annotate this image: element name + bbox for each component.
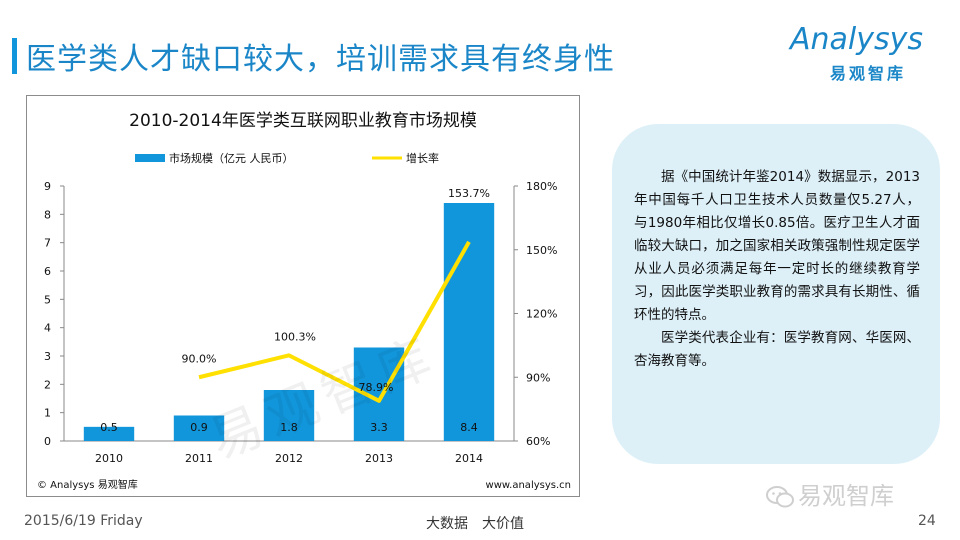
bar-value-label: 3.3 — [370, 421, 388, 434]
wechat-icon — [766, 486, 794, 508]
left-tick-label: 0 — [44, 435, 51, 448]
bar-value-label: 0.5 — [100, 421, 118, 434]
source-right: www.analysys.cn — [486, 480, 571, 491]
left-tick-label: 2 — [44, 378, 51, 391]
logo-chinese-name: 易观智库 — [830, 64, 907, 83]
left-tick-label: 3 — [44, 350, 51, 363]
left-tick-label: 6 — [44, 265, 51, 278]
bar-value-label: 8.4 — [460, 421, 478, 434]
source-left: © Analysys 易观智库 — [37, 478, 138, 491]
x-tick-label: 2011 — [185, 452, 213, 465]
x-tick-label: 2012 — [275, 452, 303, 465]
logo-wordmark: Analysys — [790, 22, 924, 57]
slogan-part: 大数据 — [426, 516, 468, 532]
bar-2011 — [173, 415, 225, 441]
growth-rate-line — [198, 240, 471, 403]
x-tick-label: 2010 — [95, 452, 123, 465]
growth-value-label: 153.7% — [448, 187, 490, 200]
page-title: 医学类人才缺口较大，培训需求具有终身性 — [26, 42, 615, 77]
chart-frame: 2010-2014年医学类互联网职业教育市场规模市场规模（亿元 人民币） 增长率 0… — [26, 95, 580, 497]
left-tick-label: 1 — [44, 407, 51, 420]
footer-date: 2015/6/19 Friday — [24, 513, 143, 529]
page-number: 24 — [918, 513, 936, 529]
left-tick-label: 9 — [44, 180, 51, 193]
growth-value-label: 100.3% — [274, 330, 316, 343]
insight-callout: 据《中国统计年鉴2014》数据显示，2013年中国每千人口卫生技术人员数量仅5.… — [612, 124, 940, 464]
left-tick-label: 5 — [44, 293, 51, 306]
x-tick-label: 2014 — [455, 452, 483, 465]
legend-swatch-bars — [135, 154, 165, 162]
analysys-logo: Analysys 易观智库 — [790, 22, 940, 83]
right-tick-label: 120% — [526, 308, 557, 321]
bar-2012 — [263, 390, 315, 441]
x-tick-label: 2013 — [365, 452, 393, 465]
right-tick-label: 180% — [526, 180, 557, 193]
chart-title: 2010-2014年医学类互联网职业教育市场规模 — [129, 111, 477, 131]
legend-label-line: 增长率 — [406, 151, 439, 165]
bar-2010 — [83, 426, 135, 441]
bar-value-label: 1.8 — [280, 421, 298, 434]
growth-value-label: 78.9% — [359, 381, 394, 394]
right-tick-label: 90% — [526, 371, 550, 384]
slogan-part: 大价值 — [482, 516, 524, 532]
bar-2014 — [443, 203, 495, 441]
callout-paragraph: 据《中国统计年鉴2014》数据显示，2013年中国每千人口卫生技术人员数量仅5.… — [634, 169, 920, 323]
wechat-badge: 易观智库 — [766, 476, 894, 511]
wechat-label: 易观智库 — [798, 482, 894, 510]
growth-value-label: 90.0% — [182, 352, 217, 365]
footer-slogan: 大数据 大价值 — [426, 513, 538, 533]
left-tick-label: 4 — [44, 322, 51, 335]
bar-value-label: 0.9 — [190, 421, 208, 434]
callout-paragraph: 医学类代表企业有：医学教育网、华医网、杏海教育等。 — [634, 330, 920, 369]
left-tick-label: 8 — [44, 208, 51, 221]
left-tick-label: 7 — [44, 237, 51, 250]
right-tick-label: 60% — [526, 435, 550, 448]
legend-label-bars: 市场规模（亿元 人民币） — [169, 151, 294, 165]
right-tick-label: 150% — [526, 244, 557, 257]
callout-text: 据《中国统计年鉴2014》数据显示，2013年中国每千人口卫生技术人员数量仅5.… — [634, 166, 920, 373]
title-accent-bar — [12, 38, 17, 74]
